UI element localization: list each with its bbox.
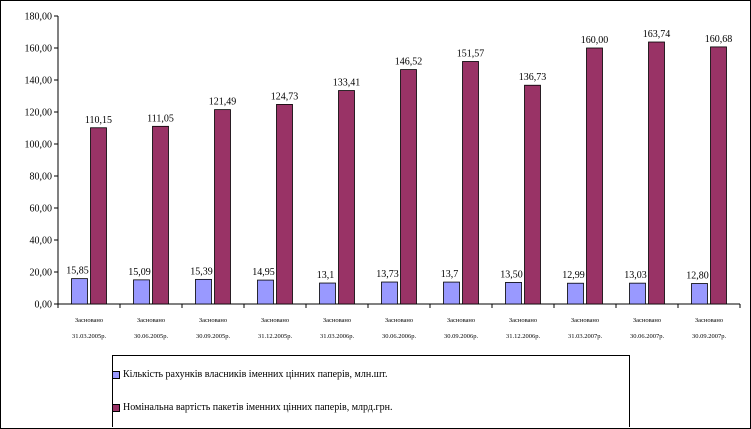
bar-accounts (257, 279, 274, 305)
category-label-line1: Засновано (75, 317, 103, 324)
bars (71, 41, 727, 305)
data-label-value: 163,74 (643, 29, 671, 40)
y-tick-label: 60,00 (30, 204, 53, 215)
category-label-line1: Засновано (385, 317, 413, 324)
data-label-accounts: 14,95 (252, 267, 275, 278)
category-label-line1: Засновано (633, 317, 661, 324)
category-label-line1: Засновано (695, 317, 723, 324)
category-label-line2: 31.12.2006р. (506, 333, 541, 340)
legend-label-value: Номінальна вартість пакетів іменних цінн… (123, 402, 393, 413)
data-label-accounts: 15,39 (190, 266, 213, 277)
category-label-line1: Засновано (323, 317, 351, 324)
category-label-line2: 30.09.2007р. (692, 333, 727, 340)
category-label-line2: 31.03.2006р. (320, 333, 355, 340)
category-label-line1: Засновано (199, 317, 227, 324)
data-label-accounts: 13,7 (441, 269, 459, 280)
y-tick-label: 80,00 (30, 172, 53, 183)
data-label-value: 121,49 (209, 97, 237, 108)
data-label-value: 110,15 (85, 115, 112, 126)
category-label-line2: 30.06.2005р. (134, 333, 169, 340)
bar-value (152, 125, 169, 305)
y-tick-label: 160,00 (25, 44, 53, 55)
category-label-line2: 30.09.2006р. (444, 333, 479, 340)
bar-value (338, 90, 355, 305)
data-label-value: 160,68 (705, 34, 733, 45)
data-label-accounts: 13,50 (500, 269, 523, 280)
data-label-value: 136,73 (519, 72, 547, 83)
data-label-accounts: 15,09 (128, 267, 151, 278)
y-tick-label: 120,00 (25, 108, 53, 119)
bar-accounts (567, 282, 584, 305)
data-label-accounts: 15,85 (66, 266, 89, 277)
bar-value (462, 61, 479, 305)
category-label-line2: 31.03.2005р. (72, 333, 107, 340)
x-axis-categories: Засновано 31.03.2005р. Засновано 30.06.2005… (57, 304, 741, 340)
bar-accounts (133, 279, 150, 305)
y-tick-label: 180,00 (25, 12, 53, 23)
category-label-line1: Засновано (137, 317, 165, 324)
data-label-accounts: 12,99 (562, 270, 585, 281)
y-tick-label: 140,00 (25, 76, 53, 87)
bar-accounts (381, 281, 398, 305)
data-label-value: 151,57 (457, 48, 485, 59)
category-label-line2: 30.09.2005р. (196, 333, 231, 340)
data-label-value: 146,52 (395, 57, 423, 68)
data-label-value: 111,05 (147, 113, 174, 124)
legend-label-accounts: Кількість рахунків власників іменних цін… (123, 369, 388, 380)
data-labels: 15,85 110,15 15,09 111,05 15,39 121,49 14,95 12… (66, 29, 732, 282)
legend-item-accounts: Кількість рахунків власників іменних цін… (112, 369, 388, 380)
y-tick-label: 40,00 (30, 236, 53, 247)
legend-swatch-value (112, 403, 120, 412)
y-tick-label: 0,00 (35, 300, 53, 311)
legend-swatch-accounts (112, 370, 120, 379)
y-tick-label: 20,00 (30, 268, 53, 279)
bar-accounts (319, 282, 336, 305)
legend (112, 355, 630, 427)
bar-accounts (629, 282, 646, 305)
bar-value (586, 47, 603, 305)
bar-value (524, 84, 541, 305)
data-label-accounts: 12,80 (686, 271, 709, 282)
category-label-line2: 31.03.2007р. (568, 333, 603, 340)
category-label-line1: Засновано (261, 317, 289, 324)
bar-accounts (443, 281, 460, 305)
category-label-line2: 30.06.2006р. (382, 333, 417, 340)
category-label-line2: 30.06.2007р. (630, 333, 665, 340)
bar-value (276, 104, 293, 305)
data-label-accounts: 13,1 (317, 270, 335, 281)
bar-accounts (505, 281, 522, 305)
bar-value (400, 69, 417, 305)
category-label-line1: Засновано (571, 317, 599, 324)
data-label-value: 133,41 (333, 78, 361, 89)
bar-accounts (691, 283, 708, 305)
bar-accounts (195, 278, 212, 305)
y-tick-label: 100,00 (25, 140, 53, 151)
category-label-line2: 31.12.2005р. (258, 333, 293, 340)
bar-value (710, 46, 727, 305)
bar-value (214, 109, 231, 305)
bar-accounts (71, 278, 88, 305)
data-label-value: 160,00 (581, 35, 609, 46)
bar-value (648, 41, 665, 305)
category-label-line1: Засновано (509, 317, 537, 324)
data-label-accounts: 13,73 (376, 269, 399, 280)
data-label-value: 124,73 (271, 91, 299, 102)
y-axis: 0,00 20,00 40,00 60,00 80,00 100,00 120,00 140,… (25, 12, 740, 311)
legend-item-value: Номінальна вартість пакетів іменних цінн… (112, 402, 392, 413)
category-label-line1: Засновано (447, 317, 475, 324)
bar-value (90, 127, 107, 305)
data-label-accounts: 13,03 (624, 270, 647, 281)
